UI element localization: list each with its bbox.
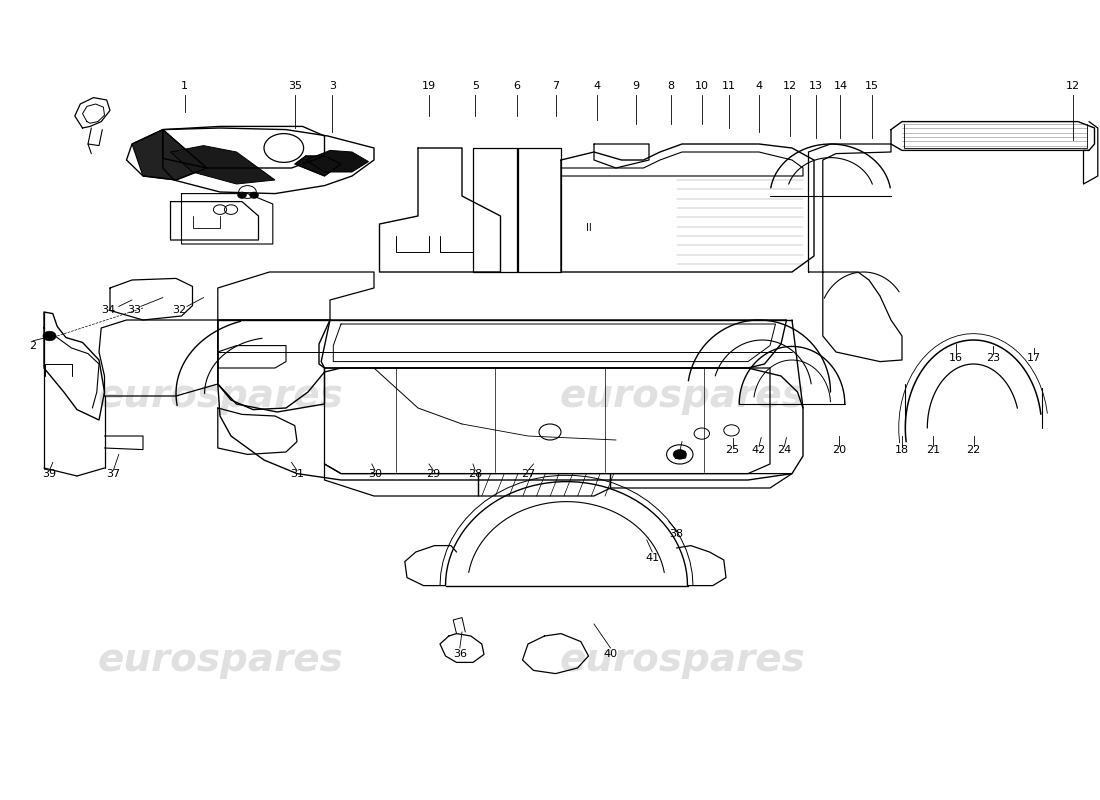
Text: 3: 3 (329, 81, 336, 90)
Text: 40: 40 (604, 649, 617, 658)
Text: II: II (585, 223, 592, 233)
Text: 33: 33 (128, 306, 141, 315)
Text: 35: 35 (288, 81, 301, 90)
Text: 10: 10 (695, 81, 708, 90)
Circle shape (673, 450, 686, 459)
Text: 26: 26 (673, 451, 686, 461)
Text: 13: 13 (810, 81, 823, 90)
Text: 21: 21 (926, 446, 939, 455)
Text: 31: 31 (290, 470, 304, 479)
Text: 19: 19 (422, 81, 436, 90)
Text: 2: 2 (30, 341, 36, 350)
Circle shape (238, 192, 246, 198)
Text: 30: 30 (368, 470, 382, 479)
Text: 27: 27 (521, 470, 535, 479)
Text: 15: 15 (866, 81, 879, 90)
Text: 17: 17 (1027, 353, 1041, 362)
Text: 18: 18 (895, 446, 909, 455)
Circle shape (43, 331, 56, 341)
Text: 39: 39 (43, 470, 56, 479)
Text: 7: 7 (552, 81, 559, 90)
Text: eurospares: eurospares (97, 641, 343, 679)
Text: 32: 32 (173, 306, 186, 315)
Text: 4: 4 (594, 81, 601, 90)
Text: 14: 14 (834, 81, 847, 90)
Text: 5: 5 (472, 81, 478, 90)
Polygon shape (295, 156, 341, 176)
Text: 22: 22 (967, 446, 980, 455)
Text: 41: 41 (646, 553, 659, 562)
Circle shape (250, 192, 258, 198)
Text: 4: 4 (756, 81, 762, 90)
Text: 24: 24 (778, 446, 791, 455)
Text: 29: 29 (427, 470, 440, 479)
Text: 37: 37 (107, 470, 120, 479)
Polygon shape (132, 130, 207, 180)
Text: eurospares: eurospares (97, 377, 343, 415)
Text: 23: 23 (987, 353, 1000, 362)
Text: 6: 6 (514, 81, 520, 90)
Polygon shape (306, 150, 368, 172)
Polygon shape (170, 146, 275, 184)
Text: 25: 25 (726, 446, 739, 455)
Text: 42: 42 (752, 446, 766, 455)
Text: 8: 8 (668, 81, 674, 90)
Text: 28: 28 (469, 470, 482, 479)
Text: 16: 16 (949, 353, 962, 362)
Text: 38: 38 (670, 530, 683, 539)
Text: eurospares: eurospares (559, 641, 805, 679)
Text: 20: 20 (833, 446, 846, 455)
Text: 36: 36 (453, 649, 466, 658)
Text: 1: 1 (182, 81, 188, 90)
Text: 11: 11 (723, 81, 736, 90)
Text: eurospares: eurospares (559, 377, 805, 415)
Text: 34: 34 (101, 306, 114, 315)
Text: 12: 12 (783, 81, 796, 90)
Text: 12: 12 (1066, 81, 1079, 90)
Text: 9: 9 (632, 81, 639, 90)
